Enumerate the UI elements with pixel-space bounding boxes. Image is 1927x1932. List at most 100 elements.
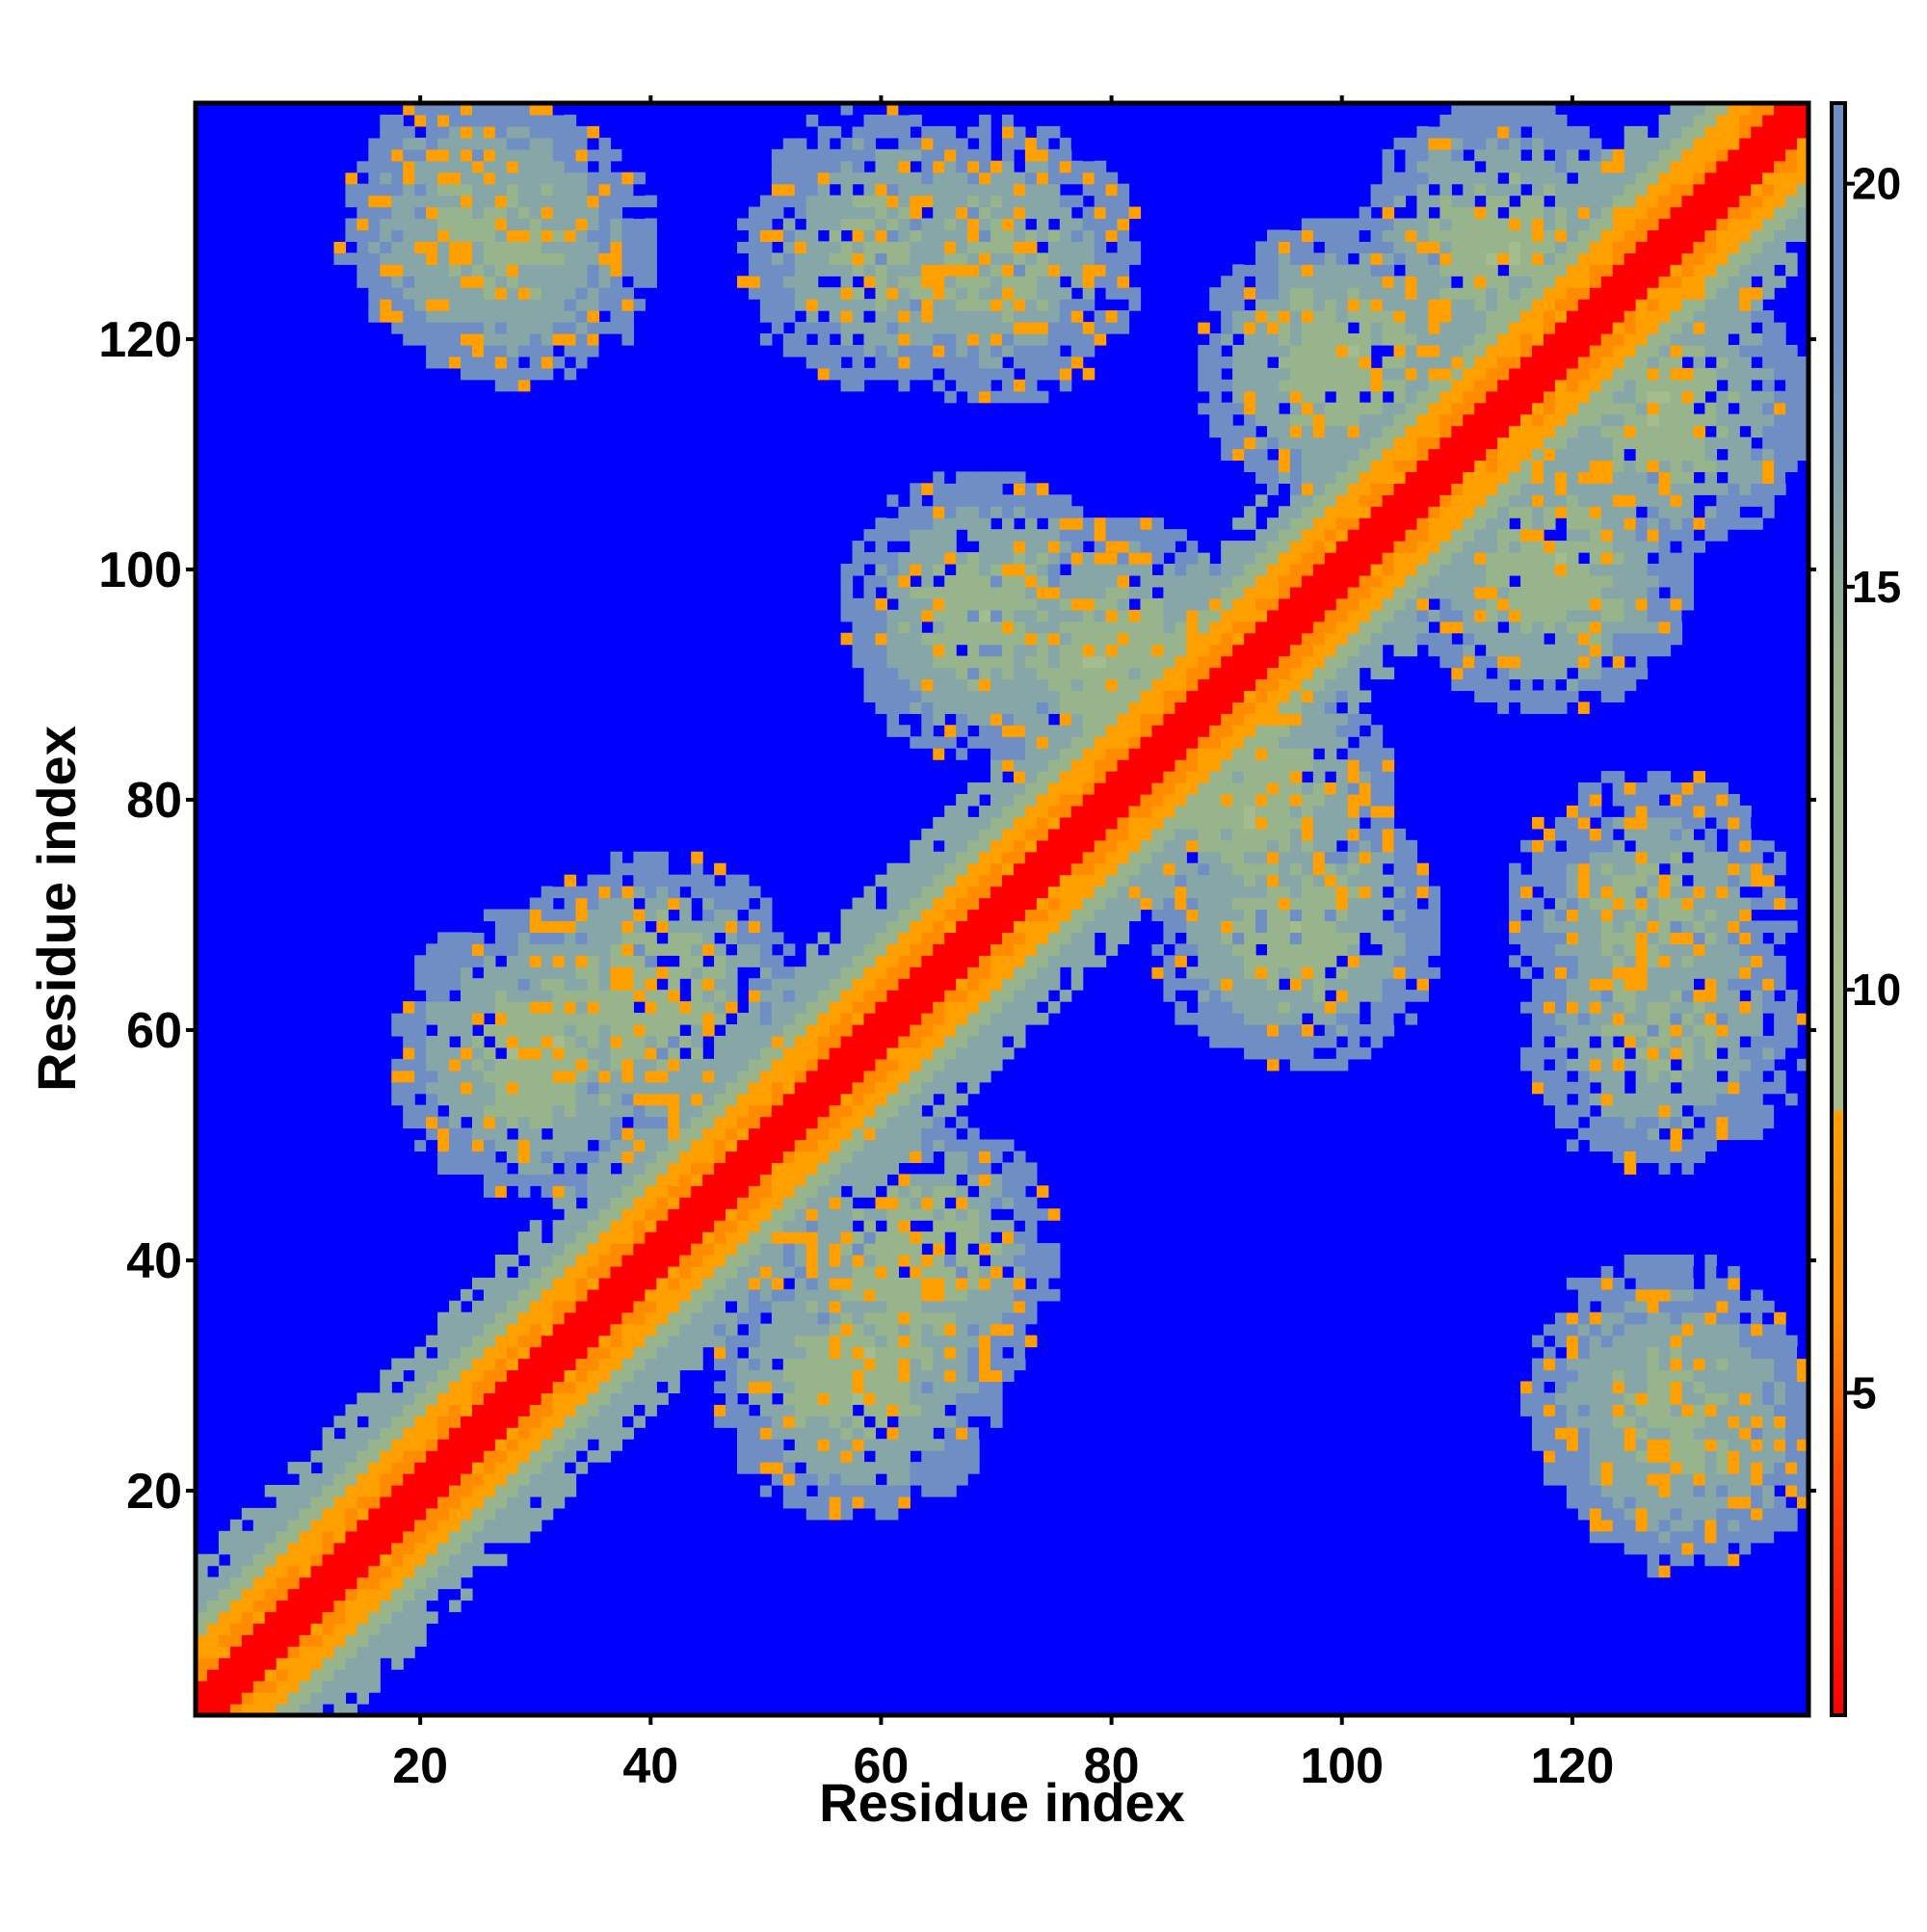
heatmap-cell xyxy=(575,1311,589,1325)
heatmap-cell xyxy=(921,932,934,944)
heatmap-cell xyxy=(391,137,404,150)
heatmap-cell xyxy=(852,1070,865,1083)
heatmap-cell xyxy=(1070,264,1084,277)
heatmap-cell xyxy=(645,1311,657,1325)
heatmap-cell xyxy=(1128,690,1142,702)
heatmap-cell xyxy=(967,1024,980,1037)
heatmap-cell xyxy=(944,966,957,979)
heatmap-cell xyxy=(437,943,450,956)
heatmap-cell xyxy=(910,851,922,864)
heatmap-cell xyxy=(875,667,888,680)
heatmap-cell xyxy=(1013,299,1026,311)
heatmap-cell xyxy=(691,1070,703,1083)
heatmap-cell xyxy=(391,218,404,231)
heatmap-cell xyxy=(886,1208,899,1221)
heatmap-cell xyxy=(1105,748,1119,760)
heatmap-cell xyxy=(1024,644,1038,657)
heatmap-cell xyxy=(736,1093,750,1106)
heatmap-cell xyxy=(979,541,991,553)
heatmap-cell xyxy=(541,1335,554,1348)
heatmap-cell xyxy=(863,1335,877,1348)
heatmap-cell xyxy=(1002,839,1015,853)
heatmap-cell xyxy=(414,1046,427,1060)
heatmap-cell xyxy=(471,1542,485,1555)
heatmap-cell xyxy=(1151,794,1164,807)
heatmap-cell xyxy=(805,1070,819,1083)
heatmap-cell xyxy=(483,310,496,323)
heatmap-cell xyxy=(1094,667,1107,680)
heatmap-cell xyxy=(517,1151,531,1163)
heatmap-cell xyxy=(587,1127,600,1141)
heatmap-cell xyxy=(805,344,819,357)
heatmap-cell xyxy=(679,1277,692,1290)
heatmap-cell xyxy=(1105,206,1119,220)
heatmap-cell xyxy=(933,1288,945,1302)
heatmap-cell xyxy=(414,1381,427,1393)
heatmap-cell xyxy=(1117,748,1130,760)
heatmap-cell xyxy=(933,471,945,484)
heatmap-cell xyxy=(748,1151,761,1163)
heatmap-cell xyxy=(910,920,922,933)
heatmap-cell xyxy=(875,183,888,197)
heatmap-cell xyxy=(1070,517,1084,530)
heatmap-cell xyxy=(541,1104,554,1118)
heatmap-cell xyxy=(910,1265,922,1279)
heatmap-cell xyxy=(621,1093,634,1106)
heatmap-cell xyxy=(587,1081,600,1095)
heatmap-cell xyxy=(218,1704,231,1716)
heatmap-cell xyxy=(702,1070,715,1083)
heatmap-cell xyxy=(1082,344,1095,357)
heatmap-cell xyxy=(506,1139,519,1152)
heatmap-cell xyxy=(610,1013,623,1025)
heatmap-cell xyxy=(805,1323,819,1337)
heatmap-cell xyxy=(782,264,796,277)
heatmap-cell xyxy=(1140,541,1153,553)
heatmap-cell xyxy=(863,1174,877,1186)
heatmap-cell xyxy=(1082,160,1095,173)
heatmap-cell xyxy=(287,1692,301,1705)
heatmap-cell xyxy=(852,310,865,323)
heatmap-cell xyxy=(575,1035,589,1048)
heatmap-cell xyxy=(794,1369,807,1383)
heatmap-cell xyxy=(437,1035,450,1048)
heatmap-cell xyxy=(564,1243,577,1256)
heatmap-cell xyxy=(782,1416,796,1428)
heatmap-cell xyxy=(587,206,600,220)
heatmap-cell xyxy=(1036,1243,1049,1256)
heatmap-cell xyxy=(437,1013,450,1025)
heatmap-cell xyxy=(1094,276,1107,288)
heatmap-cell xyxy=(726,1220,738,1232)
heatmap-cell xyxy=(218,1669,231,1681)
heatmap-cell xyxy=(633,1300,646,1313)
heatmap-cell xyxy=(921,1185,934,1198)
heatmap-cell xyxy=(1117,805,1130,818)
heatmap-cell xyxy=(1024,621,1038,634)
heatmap-cell xyxy=(691,943,703,956)
heatmap-cell xyxy=(805,1013,819,1025)
heatmap-cell xyxy=(380,1600,392,1613)
heatmap-cell xyxy=(218,1576,231,1590)
heatmap-cell xyxy=(656,1300,669,1313)
heatmap-cell xyxy=(852,943,865,956)
heatmap-cell xyxy=(287,1600,301,1613)
heatmap-cell xyxy=(1024,943,1038,956)
heatmap-cell xyxy=(990,839,1003,853)
heatmap-cell xyxy=(426,183,438,197)
heatmap-cell xyxy=(875,264,888,277)
heatmap-cell xyxy=(668,1046,680,1060)
heatmap-cell xyxy=(898,322,911,334)
heatmap-cell xyxy=(771,955,784,967)
heatmap-cell xyxy=(990,736,1003,749)
heatmap-cell xyxy=(598,252,612,265)
heatmap-cell xyxy=(506,379,519,392)
heatmap-cell xyxy=(886,966,899,979)
heatmap-cell xyxy=(933,276,945,288)
heatmap-cell xyxy=(1047,805,1061,818)
heatmap-cell xyxy=(990,1197,1003,1209)
heatmap-cell xyxy=(1013,655,1026,669)
heatmap-cell xyxy=(403,241,415,253)
heatmap-cell xyxy=(748,1162,761,1175)
heatmap-cell xyxy=(840,932,854,944)
heatmap-cell xyxy=(656,909,669,922)
heatmap-cell xyxy=(506,1416,519,1428)
